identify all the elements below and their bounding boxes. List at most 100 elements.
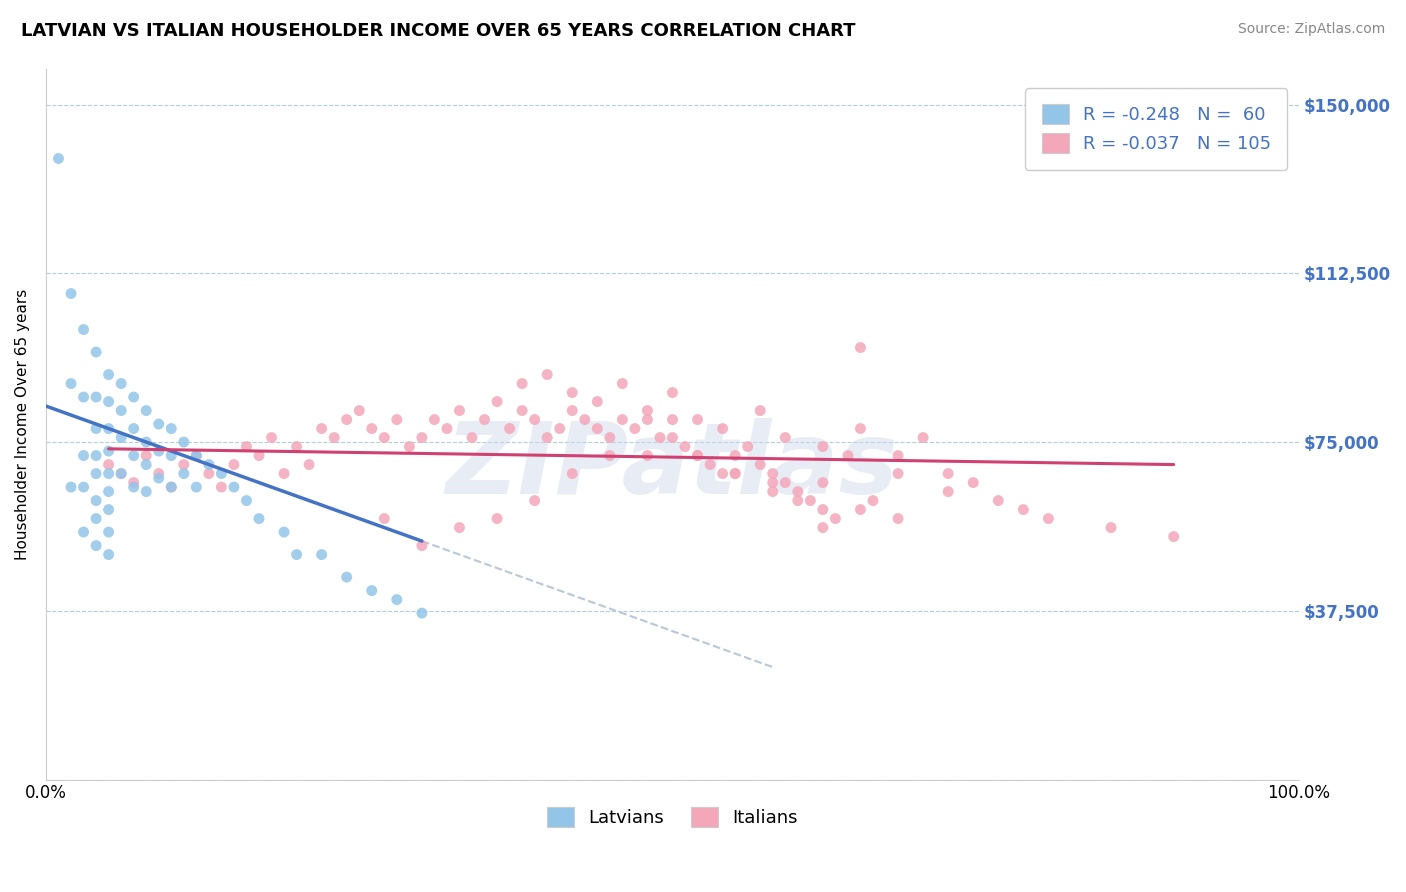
Point bbox=[711, 467, 734, 481]
Point bbox=[887, 467, 910, 481]
Point bbox=[160, 480, 183, 494]
Point bbox=[775, 475, 797, 490]
Point bbox=[711, 421, 734, 435]
Point bbox=[209, 480, 232, 494]
Point bbox=[97, 525, 120, 540]
Point bbox=[135, 403, 157, 417]
Point bbox=[1038, 511, 1060, 525]
Point bbox=[887, 449, 910, 463]
Point bbox=[762, 475, 785, 490]
Point bbox=[561, 403, 583, 417]
Point bbox=[97, 467, 120, 481]
Point bbox=[661, 412, 683, 426]
Point bbox=[423, 412, 446, 426]
Point bbox=[97, 502, 120, 516]
Point bbox=[811, 502, 834, 516]
Point bbox=[510, 403, 533, 417]
Point bbox=[811, 440, 834, 454]
Point bbox=[612, 412, 634, 426]
Point bbox=[686, 412, 709, 426]
Point bbox=[72, 525, 94, 540]
Point bbox=[360, 583, 382, 598]
Point bbox=[786, 493, 808, 508]
Point bbox=[724, 467, 747, 481]
Point bbox=[449, 520, 471, 534]
Point bbox=[536, 368, 558, 382]
Point bbox=[311, 548, 333, 562]
Point bbox=[148, 417, 170, 431]
Point bbox=[84, 511, 107, 525]
Point bbox=[97, 444, 120, 458]
Point bbox=[749, 403, 772, 417]
Point bbox=[97, 394, 120, 409]
Point bbox=[323, 431, 346, 445]
Point bbox=[449, 403, 471, 417]
Point bbox=[849, 502, 872, 516]
Point bbox=[599, 431, 621, 445]
Point bbox=[811, 475, 834, 490]
Point bbox=[110, 376, 132, 391]
Point bbox=[523, 493, 546, 508]
Point bbox=[222, 480, 245, 494]
Point bbox=[135, 449, 157, 463]
Point bbox=[260, 431, 283, 445]
Point bbox=[862, 493, 884, 508]
Point bbox=[135, 458, 157, 472]
Point bbox=[373, 431, 395, 445]
Point bbox=[936, 467, 959, 481]
Point bbox=[186, 449, 208, 463]
Point bbox=[699, 458, 721, 472]
Point bbox=[824, 511, 846, 525]
Point bbox=[347, 403, 370, 417]
Point bbox=[486, 511, 509, 525]
Point bbox=[561, 467, 583, 481]
Point bbox=[1012, 502, 1035, 516]
Point bbox=[135, 484, 157, 499]
Point bbox=[1099, 520, 1122, 534]
Point bbox=[72, 390, 94, 404]
Point bbox=[173, 458, 195, 472]
Point bbox=[385, 592, 408, 607]
Point bbox=[122, 449, 145, 463]
Point bbox=[624, 421, 647, 435]
Point bbox=[498, 421, 520, 435]
Point bbox=[285, 548, 308, 562]
Point bbox=[311, 421, 333, 435]
Point bbox=[110, 467, 132, 481]
Point bbox=[48, 152, 70, 166]
Point bbox=[411, 431, 433, 445]
Point bbox=[737, 440, 759, 454]
Point bbox=[273, 525, 295, 540]
Text: LATVIAN VS ITALIAN HOUSEHOLDER INCOME OVER 65 YEARS CORRELATION CHART: LATVIAN VS ITALIAN HOUSEHOLDER INCOME OV… bbox=[21, 22, 856, 40]
Point bbox=[97, 421, 120, 435]
Point bbox=[97, 548, 120, 562]
Point bbox=[762, 484, 785, 499]
Point bbox=[235, 493, 257, 508]
Point bbox=[122, 421, 145, 435]
Point bbox=[686, 449, 709, 463]
Point bbox=[461, 431, 484, 445]
Point bbox=[775, 431, 797, 445]
Point bbox=[160, 421, 183, 435]
Point bbox=[1163, 530, 1185, 544]
Point bbox=[60, 286, 83, 301]
Point bbox=[762, 467, 785, 481]
Point bbox=[574, 412, 596, 426]
Point bbox=[837, 449, 859, 463]
Point bbox=[110, 467, 132, 481]
Point bbox=[336, 412, 359, 426]
Point bbox=[536, 431, 558, 445]
Point bbox=[97, 484, 120, 499]
Point bbox=[72, 480, 94, 494]
Point bbox=[298, 458, 321, 472]
Point bbox=[724, 449, 747, 463]
Point bbox=[749, 458, 772, 472]
Point bbox=[724, 467, 747, 481]
Point bbox=[186, 449, 208, 463]
Point bbox=[474, 412, 496, 426]
Point bbox=[209, 467, 232, 481]
Point bbox=[148, 471, 170, 485]
Point bbox=[636, 449, 658, 463]
Point bbox=[599, 449, 621, 463]
Text: ZIPatlas: ZIPatlas bbox=[446, 418, 898, 516]
